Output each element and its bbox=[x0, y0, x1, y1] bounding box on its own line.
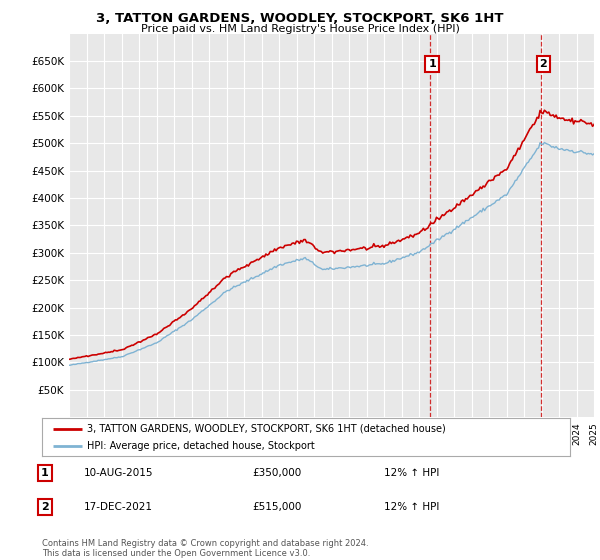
Text: 10-AUG-2015: 10-AUG-2015 bbox=[84, 468, 154, 478]
Text: £515,000: £515,000 bbox=[252, 502, 301, 512]
Text: 17-DEC-2021: 17-DEC-2021 bbox=[84, 502, 153, 512]
Text: Contains HM Land Registry data © Crown copyright and database right 2024.
This d: Contains HM Land Registry data © Crown c… bbox=[42, 539, 368, 558]
Text: HPI: Average price, detached house, Stockport: HPI: Average price, detached house, Stoc… bbox=[87, 441, 314, 451]
Text: Price paid vs. HM Land Registry's House Price Index (HPI): Price paid vs. HM Land Registry's House … bbox=[140, 24, 460, 34]
Text: 12% ↑ HPI: 12% ↑ HPI bbox=[384, 502, 439, 512]
Text: 3, TATTON GARDENS, WOODLEY, STOCKPORT, SK6 1HT (detached house): 3, TATTON GARDENS, WOODLEY, STOCKPORT, S… bbox=[87, 424, 446, 434]
Text: 2: 2 bbox=[539, 59, 547, 69]
Text: 1: 1 bbox=[428, 59, 436, 69]
Text: 12% ↑ HPI: 12% ↑ HPI bbox=[384, 468, 439, 478]
Text: 2: 2 bbox=[41, 502, 49, 512]
Text: 1: 1 bbox=[41, 468, 49, 478]
Text: 3, TATTON GARDENS, WOODLEY, STOCKPORT, SK6 1HT: 3, TATTON GARDENS, WOODLEY, STOCKPORT, S… bbox=[96, 12, 504, 25]
Text: £350,000: £350,000 bbox=[252, 468, 301, 478]
